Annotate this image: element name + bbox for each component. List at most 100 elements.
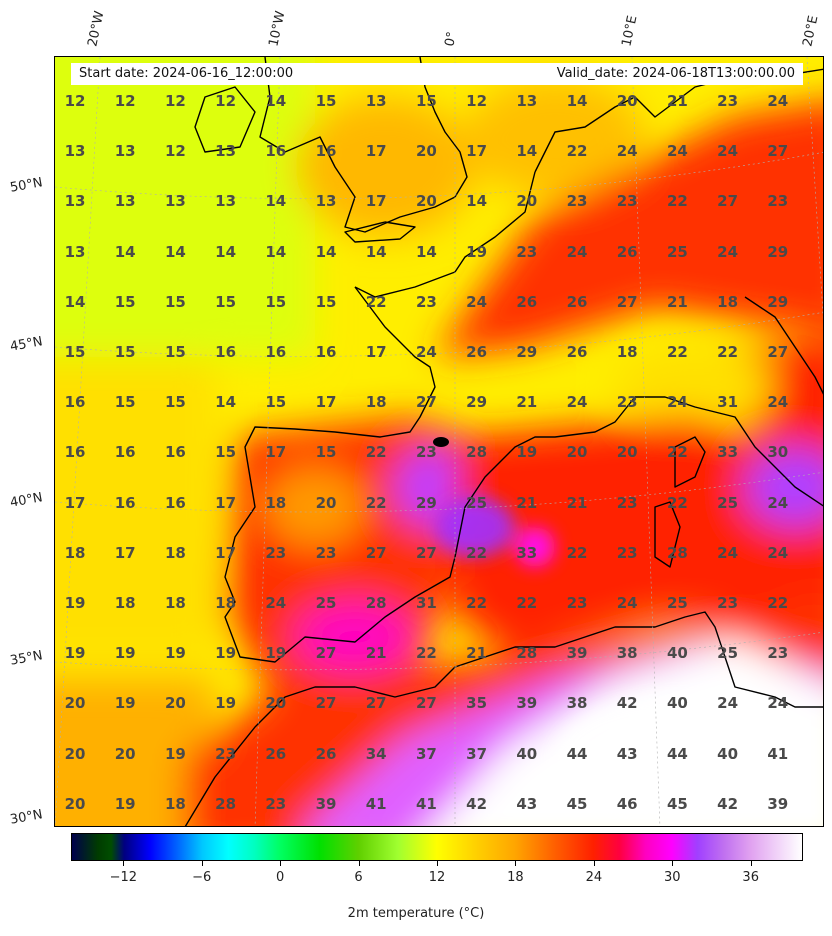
- temp-value: 25: [466, 493, 488, 512]
- temp-value: 42: [616, 694, 638, 713]
- temp-value: 25: [666, 594, 688, 612]
- temp-value: 41: [365, 794, 387, 813]
- temp-value: 25: [717, 493, 739, 512]
- temp-value: 20: [64, 694, 86, 713]
- temp-value: 17: [215, 543, 237, 562]
- temp-value: 41: [415, 794, 437, 813]
- colorbar-tick-label: −6: [192, 870, 212, 885]
- colorbar-tick: [515, 861, 517, 866]
- temp-value: 14: [315, 242, 337, 261]
- temp-value: 39: [315, 794, 337, 813]
- colorbar-tick: [593, 861, 595, 866]
- temp-value: 23: [265, 543, 287, 562]
- temp-value: 13: [64, 142, 86, 161]
- temp-value: 26: [566, 343, 588, 361]
- temp-value: 23: [215, 744, 237, 763]
- temp-value: 23: [767, 192, 789, 211]
- temp-value: 25: [717, 644, 739, 663]
- temp-value: 23: [566, 192, 588, 211]
- colorbar-tick: [437, 861, 438, 866]
- temperature-map[interactable]: [54, 56, 824, 827]
- temp-value: 17: [365, 142, 387, 161]
- temp-value: 14: [265, 192, 287, 211]
- temp-value: 30: [767, 443, 789, 462]
- temp-value: 40: [666, 694, 688, 713]
- temp-value: 13: [215, 192, 237, 211]
- temp-value: 24: [466, 292, 488, 311]
- temp-value: 15: [265, 292, 287, 311]
- temp-value: 33: [717, 443, 739, 462]
- temp-value: 34: [365, 744, 387, 763]
- date-header: Start date: 2024-06-16_12:00:00 Valid_da…: [71, 63, 803, 85]
- temp-value: 26: [566, 292, 588, 311]
- temp-value: 12: [64, 92, 86, 110]
- temp-value: 23: [616, 543, 638, 562]
- temp-value: 22: [767, 594, 789, 612]
- temp-value: 15: [215, 292, 237, 311]
- temp-value: 15: [215, 443, 237, 462]
- temp-value: 22: [666, 493, 688, 512]
- temp-value: 42: [717, 794, 739, 813]
- temp-value: 12: [164, 142, 186, 161]
- temp-value: 27: [415, 393, 437, 412]
- temp-value: 15: [164, 343, 186, 361]
- temp-value: 18: [717, 292, 739, 311]
- temp-value: 22: [365, 443, 387, 462]
- temp-value: 22: [365, 493, 387, 512]
- temp-value: 20: [164, 694, 186, 713]
- temp-value: 26: [315, 744, 337, 763]
- temp-value: 14: [215, 393, 237, 412]
- temp-value: 19: [265, 644, 287, 663]
- temp-value: 15: [64, 343, 86, 361]
- temp-value: 15: [415, 92, 437, 110]
- temp-value: 16: [114, 493, 136, 512]
- temp-value: 29: [767, 242, 789, 261]
- temp-value: 35: [466, 694, 488, 713]
- temp-value: 19: [164, 744, 186, 763]
- temp-value: 37: [415, 744, 437, 763]
- temp-value: 16: [315, 142, 337, 161]
- temp-value: 17: [365, 192, 387, 211]
- temp-value: 20: [64, 794, 86, 813]
- temp-value: 39: [516, 694, 538, 713]
- temp-value: 19: [114, 644, 136, 663]
- temp-value: 25: [315, 594, 337, 612]
- temp-value: 14: [566, 92, 588, 110]
- temp-value: 19: [215, 694, 237, 713]
- colorbar-tick: [750, 861, 752, 866]
- temp-value: 28: [215, 794, 237, 813]
- temp-value: 23: [717, 92, 739, 110]
- temp-value: 27: [415, 543, 437, 562]
- temp-value: 22: [566, 543, 588, 562]
- temp-value: 17: [114, 543, 136, 562]
- temp-value: 26: [466, 343, 488, 361]
- temp-value: 13: [164, 192, 186, 211]
- temp-value: 18: [164, 594, 186, 612]
- temp-value: 18: [164, 543, 186, 562]
- colorbar-tick: [201, 861, 203, 866]
- temp-value: 24: [666, 393, 688, 412]
- temp-value: 22: [566, 142, 588, 161]
- temp-value: 15: [265, 393, 287, 412]
- temp-value: 24: [717, 142, 739, 161]
- temp-value: 29: [415, 493, 437, 512]
- temp-value: 29: [466, 393, 488, 412]
- temp-value: 21: [666, 292, 688, 311]
- temp-value: 13: [516, 92, 538, 110]
- temp-value: 16: [265, 343, 287, 361]
- temp-value: 27: [415, 694, 437, 713]
- temp-value: 16: [64, 393, 86, 412]
- temp-value: 24: [717, 543, 739, 562]
- colorbar-tick: [672, 861, 674, 866]
- temp-value: 24: [666, 142, 688, 161]
- lon-label-20w: 20°W: [85, 9, 108, 48]
- temp-value: 44: [566, 744, 588, 763]
- lon-label-0: 0°: [442, 30, 461, 48]
- lat-label-30n: 30°N: [8, 807, 44, 828]
- colorbar-tick: [358, 861, 360, 866]
- temp-value: 24: [566, 393, 588, 412]
- colorbar-tick-label: 18: [507, 870, 524, 885]
- temp-value: 23: [315, 543, 337, 562]
- temp-value: 17: [365, 343, 387, 361]
- lat-label-45n: 45°N: [8, 334, 44, 355]
